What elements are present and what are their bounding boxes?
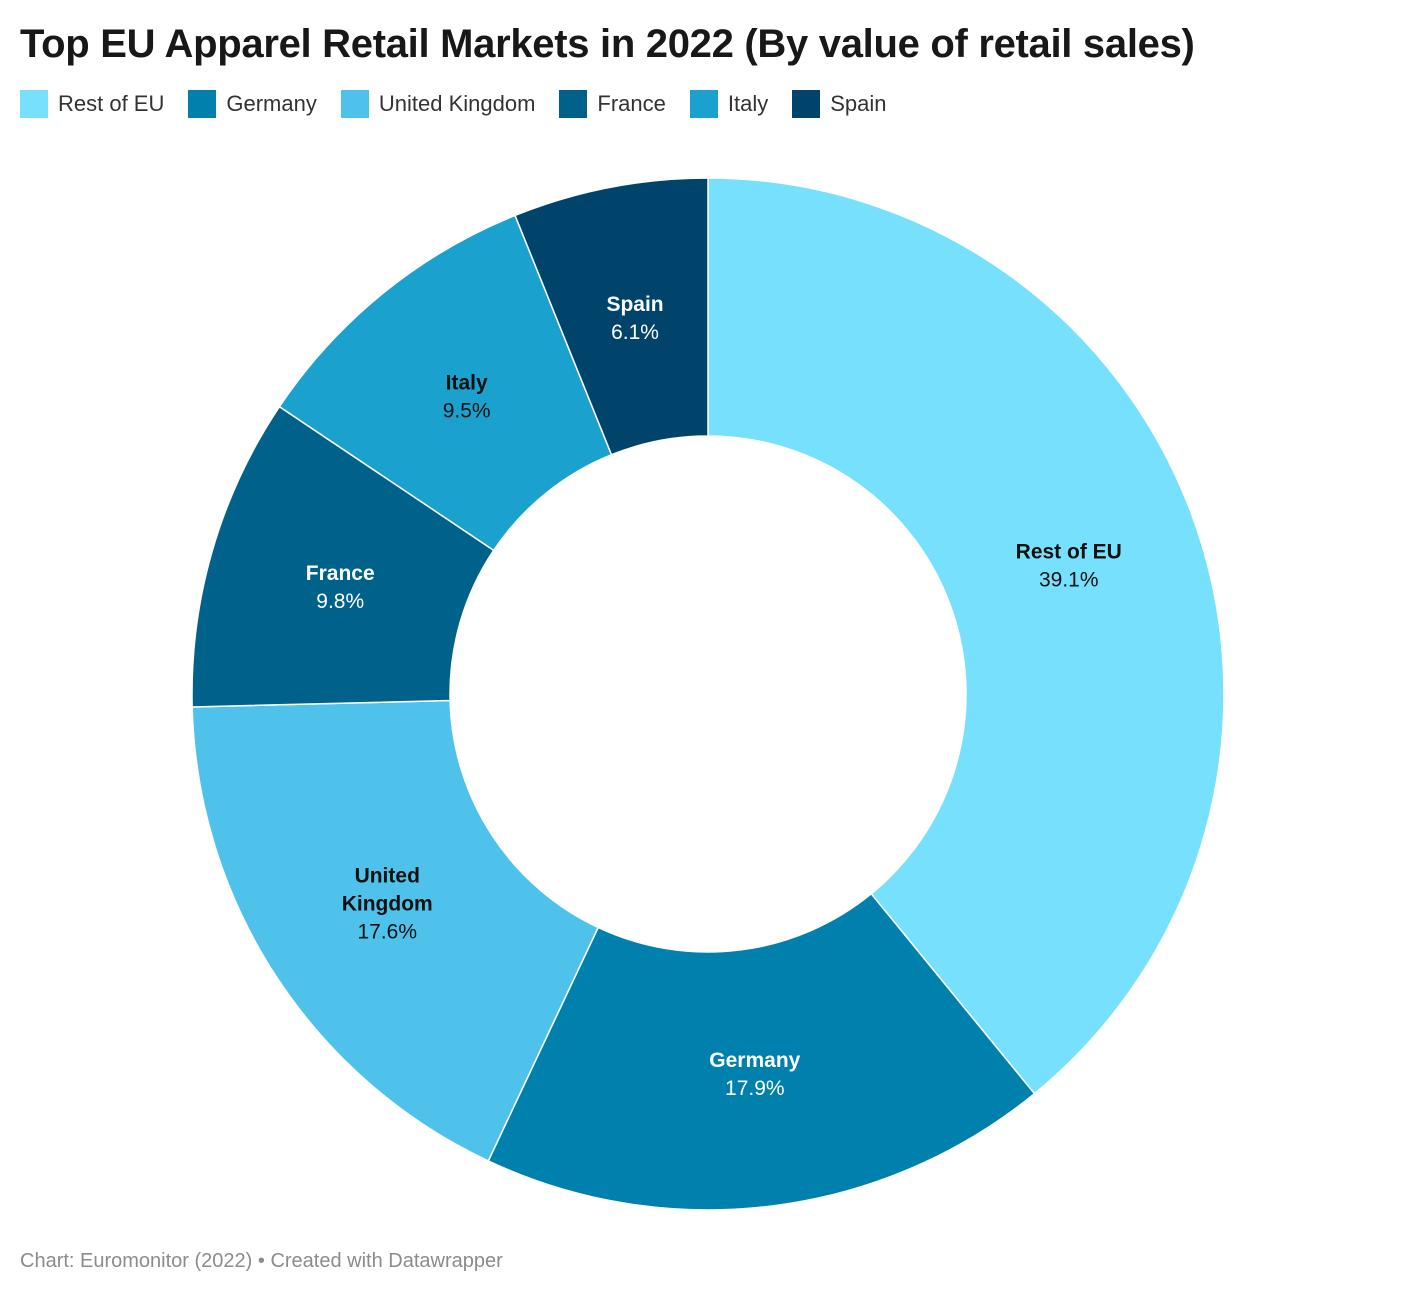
slice-label-value: 17.6% [357,920,417,943]
legend-swatch-united-kingdom [340,90,369,118]
legend-label-united-kingdom: United Kingdom [378,91,536,116]
slice-france[interactable] [191,405,495,708]
chart-footer: Chart: Euromonitor (2022) • Created with… [20,1250,503,1273]
legend-swatch-germany [188,90,217,118]
slice-label-france: France 9.8% [306,562,375,613]
slice-united-kingdom[interactable] [191,699,600,1162]
slice-label-name: Italy [446,372,488,395]
slice-label-name: Rest of EU [1016,540,1122,563]
chart-title: Top EU Apparel Retail Markets in 2022 (B… [20,22,1195,66]
slice-label-name: Kingdom [342,892,433,915]
source-note: Chart: Euromonitor (2022) [20,1250,253,1272]
slice-germany[interactable] [487,892,1036,1211]
legend-label-france: France [597,91,666,116]
slice-label-value: 9.5% [443,400,491,423]
legend-label-rest-of-eu: Rest of EU [58,91,165,116]
legend-item-france: France [559,90,666,118]
legend-swatch-spain [792,90,821,118]
slice-label-rest-of-eu: Rest of EU 39.1% [1016,540,1122,591]
legend-item-spain: Spain [792,90,887,118]
donut-slices [191,177,1225,1211]
legend-item-italy: Italy [689,90,769,118]
slice-label-value: 9.8% [316,590,364,613]
slice-label-value: 39.1% [1039,568,1099,591]
slice-label-value: 17.9% [725,1077,785,1100]
slice-label-name: France [306,562,375,585]
slice-label-italy: Italy 9.5% [443,372,491,423]
slice-spain[interactable] [514,177,709,456]
slice-label-name: Spain [606,293,663,316]
footer-separator: • [252,1250,271,1272]
slice-label-united-kingdom: United Kingdom 17.6% [342,864,433,943]
credit-link[interactable]: Created with Datawrapper [270,1250,503,1272]
slice-label-name: Germany [709,1049,800,1072]
slice-label-value: 6.1% [611,321,659,344]
slice-italy[interactable] [278,214,613,552]
legend-label-germany: Germany [226,91,317,116]
slice-label-spain: Spain 6.1% [606,293,663,344]
legend-swatch-rest-of-eu [20,90,48,118]
legend-swatch-france [559,90,588,118]
legend-label-italy: Italy [727,91,769,116]
legend-swatch-italy [689,90,718,118]
chart-legend: Rest of EU Germany United Kingdom France Ita… [20,90,911,118]
legend-item-united-kingdom: United Kingdom [340,90,536,118]
legend-label-spain: Spain [830,91,887,116]
slice-rest-of-eu[interactable] [707,177,1225,1095]
slice-label-germany: Germany 17.9% [709,1049,800,1100]
slice-labels: Rest of EU 39.1% Germany 17.9% United Kingdom… [306,293,1122,1100]
slice-label-name: United [355,864,420,887]
legend-item-rest-of-eu: Rest of EU [20,90,164,118]
legend-item-germany: Germany [188,90,317,118]
